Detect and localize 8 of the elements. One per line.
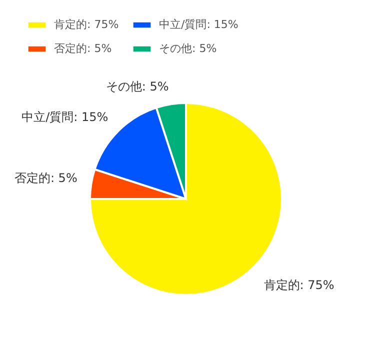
legend-label: 肯定的: 75% bbox=[54, 18, 119, 31]
slice-label: その他: 5% bbox=[106, 79, 169, 94]
slice-label: 肯定的: 75% bbox=[264, 278, 334, 292]
slice-label: 中立/質問: 15% bbox=[22, 110, 108, 124]
legend-label: その他: 5% bbox=[159, 42, 217, 55]
legend-label: 中立/質問: 15% bbox=[159, 18, 238, 31]
legend-label: 否定的: 5% bbox=[54, 42, 112, 55]
slice-label: 否定的: 5% bbox=[14, 170, 78, 185]
